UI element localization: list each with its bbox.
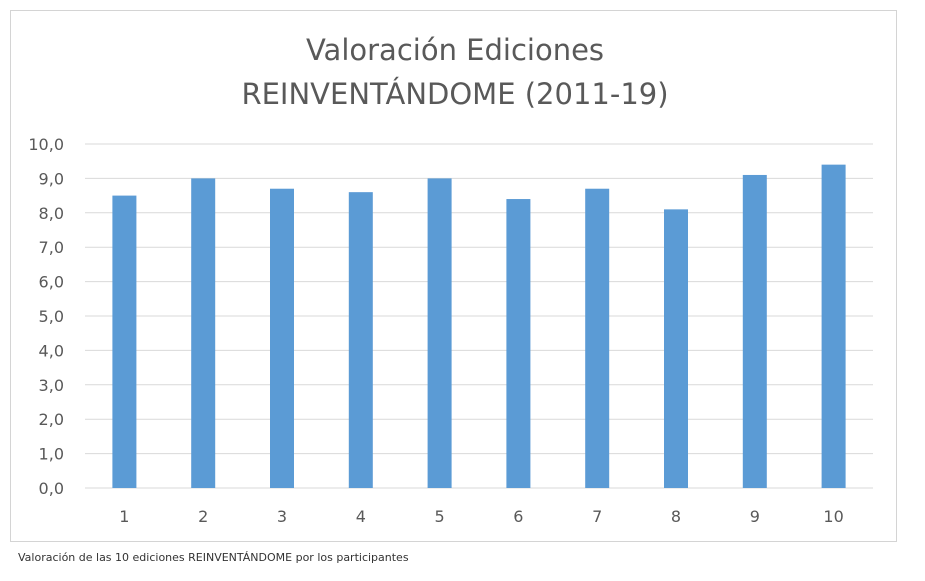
x-tick-label: 3 — [277, 507, 287, 526]
bar-7 — [585, 188, 610, 488]
bar-9 — [742, 174, 767, 488]
x-tick-label: 4 — [356, 507, 366, 526]
y-tick-label: 1,0 — [39, 445, 64, 464]
x-axis-tick-labels: 1 2 3 4 5 6 7 8 9 10 — [119, 507, 843, 526]
chart-title-line-2: REINVENTÁNDOME (2011-19) — [241, 77, 668, 111]
bar-5 — [427, 178, 452, 488]
bar-6 — [506, 199, 531, 489]
y-tick-label: 6,0 — [39, 273, 64, 292]
y-tick-label: 9,0 — [39, 169, 64, 188]
bar-4 — [348, 192, 373, 488]
x-tick-label: 5 — [435, 507, 445, 526]
y-tick-label: 2,0 — [39, 410, 64, 429]
x-tick-label: 1 — [119, 507, 129, 526]
y-tick-label: 4,0 — [39, 341, 64, 360]
x-tick-label: 10 — [823, 507, 843, 526]
x-tick-label: 7 — [592, 507, 602, 526]
y-tick-label: 8,0 — [39, 204, 64, 223]
bar-2 — [191, 178, 216, 488]
bar-1 — [112, 195, 137, 488]
x-tick-label: 2 — [198, 507, 208, 526]
y-tick-label: 3,0 — [39, 376, 64, 395]
bar-chart: Valoración Ediciones REINVENTÁNDOME (201… — [28, 33, 873, 526]
x-tick-label: 9 — [750, 507, 760, 526]
chart-title-line-1: Valoración Ediciones — [306, 33, 604, 67]
y-tick-label: 10,0 — [28, 135, 64, 154]
y-axis-tick-labels: 0,0 1,0 2,0 3,0 4,0 5,0 6,0 7,0 8,0 9,0 10,0 — [28, 135, 64, 498]
bar-10 — [821, 164, 846, 488]
bar-3 — [270, 188, 294, 488]
y-tick-label: 0,0 — [39, 479, 64, 498]
figure-caption: Valoración de las 10 ediciones REINVENTÁ… — [18, 551, 409, 564]
x-tick-label: 6 — [513, 507, 523, 526]
gridlines — [85, 143, 873, 489]
y-tick-label: 5,0 — [39, 307, 64, 326]
y-tick-label: 7,0 — [39, 238, 64, 257]
bar-8 — [664, 209, 688, 489]
bars — [112, 164, 846, 489]
x-tick-label: 8 — [671, 507, 681, 526]
